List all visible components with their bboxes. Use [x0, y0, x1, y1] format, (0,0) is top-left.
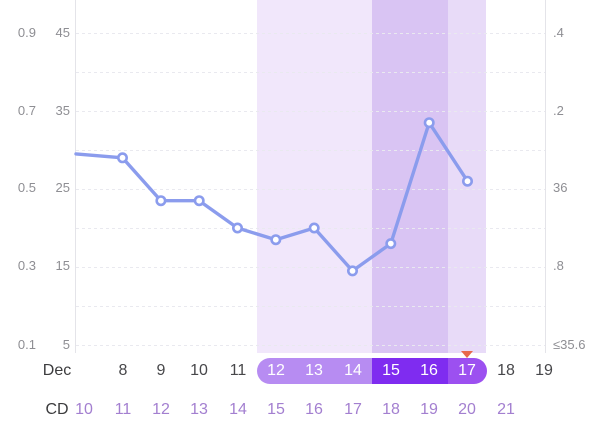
date-cell[interactable]: 8 [118, 362, 128, 379]
pill-segment-medium [448, 358, 487, 384]
cycle-day-cell[interactable]: 12 [152, 401, 170, 418]
cycle-day-cell[interactable]: 21 [497, 401, 515, 418]
cycle-day-cell[interactable]: 10 [75, 401, 93, 418]
gridline [76, 267, 545, 268]
gridline [76, 72, 545, 73]
y-axis-label: 15 [55, 258, 70, 273]
date-cell[interactable]: 18 [497, 362, 515, 379]
y-axis-label: 35 [55, 103, 70, 118]
cycle-day-cell[interactable]: 16 [305, 401, 323, 418]
cycle-day-cell[interactable]: 19 [420, 401, 438, 418]
date-cell[interactable]: 19 [535, 362, 553, 379]
temp-axis-label: ≤35.6 [553, 337, 586, 352]
date-cell[interactable]: 14 [344, 362, 362, 379]
gridline [76, 228, 545, 229]
y-axis-label: 5 [62, 337, 70, 352]
temperature-point [193, 195, 205, 207]
gridline [76, 33, 545, 34]
temp-axis-label: .8 [553, 258, 564, 273]
month-label: Dec [42, 362, 72, 379]
gridline [76, 150, 545, 151]
date-cell[interactable]: 10 [190, 362, 208, 379]
date-cell[interactable]: 15 [382, 362, 400, 379]
y-axis-label: 45 [55, 25, 70, 40]
cycle-day-cell[interactable]: 17 [344, 401, 362, 418]
temperature-point [117, 152, 129, 164]
cycle-day-cell[interactable]: 20 [458, 401, 476, 418]
y-axis-label: 0.7 [17, 103, 36, 118]
gridline [76, 111, 545, 112]
fertile-window-pill[interactable] [257, 358, 487, 384]
y-axis-label: 0.9 [17, 25, 36, 40]
date-cell[interactable]: 13 [305, 362, 323, 379]
temperature-point [155, 195, 167, 207]
date-cell[interactable]: 16 [420, 362, 438, 379]
fertile-window-band-medium [448, 0, 486, 353]
date-cell[interactable]: 12 [267, 362, 285, 379]
gridline [76, 345, 545, 346]
cycle-day-cell[interactable]: 14 [229, 401, 247, 418]
cycle-day-cell[interactable]: 11 [114, 401, 132, 418]
date-cell[interactable]: 9 [156, 362, 166, 379]
fertile-window-band-light [257, 0, 372, 353]
right-axis-line [545, 0, 546, 353]
cycle-day-cell[interactable]: 13 [190, 401, 208, 418]
pill-segment-vivid [372, 358, 448, 384]
y-axis-label: 0.3 [17, 258, 36, 273]
temp-axis-label: .2 [553, 103, 564, 118]
temp-axis-label: 36 [553, 180, 568, 195]
y-axis-label: 25 [55, 180, 70, 195]
cycle-day-cell[interactable]: 15 [267, 401, 285, 418]
gridline [76, 306, 545, 307]
cycle-day-label: CD [45, 401, 69, 418]
y-axis-label: 0.5 [17, 180, 36, 195]
fertile-window-band-dark [372, 0, 448, 353]
date-cell[interactable]: 17 [458, 362, 476, 379]
pill-segment-light [257, 358, 372, 384]
date-cell[interactable]: 11 [229, 362, 247, 379]
temp-axis-label: .4 [553, 25, 564, 40]
left-axis-line [75, 0, 76, 353]
cycle-day-cell[interactable]: 18 [382, 401, 400, 418]
y-axis-label: 0.1 [17, 337, 36, 352]
gridline [76, 189, 545, 190]
ovulation-marker-icon [461, 351, 473, 358]
